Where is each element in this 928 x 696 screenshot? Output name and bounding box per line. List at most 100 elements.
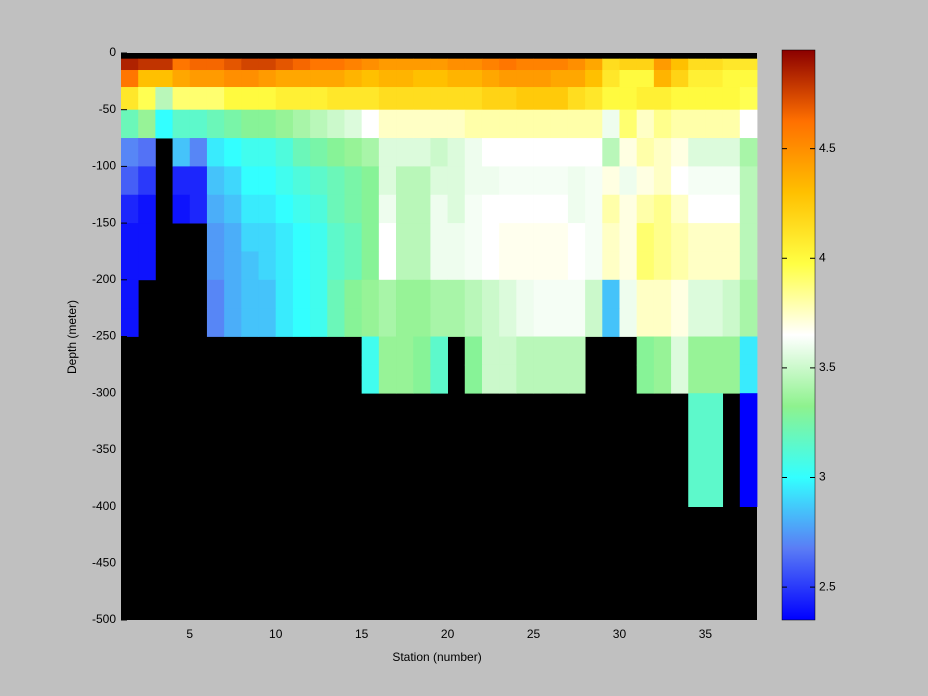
colorbar xyxy=(781,49,816,621)
heatmap-cell xyxy=(550,138,569,167)
heatmap-cell xyxy=(327,308,345,337)
heatmap-cell xyxy=(275,109,294,139)
y-tick-label: -300 xyxy=(92,385,116,399)
heatmap-cell xyxy=(241,194,259,224)
heatmap-cell xyxy=(292,58,311,71)
heatmap-cell xyxy=(619,138,638,167)
heatmap-cell xyxy=(567,109,586,139)
heatmap-cell xyxy=(138,109,156,139)
heatmap-cell xyxy=(619,70,638,88)
x-tick-label: 5 xyxy=(186,627,193,641)
heatmap-cell xyxy=(516,223,534,252)
heatmap-cell xyxy=(361,223,380,252)
heatmap-cell xyxy=(189,166,208,196)
heatmap-cell xyxy=(602,166,620,196)
heatmap-cell xyxy=(739,70,758,88)
heatmap-cell xyxy=(533,251,552,281)
heatmap-cell xyxy=(533,138,552,167)
heatmap-cell xyxy=(585,279,603,309)
heatmap-cell xyxy=(344,166,363,196)
heatmap-cell xyxy=(121,109,139,139)
heatmap-cell xyxy=(481,87,500,111)
heatmap-cell xyxy=(602,194,620,224)
heatmap-cell xyxy=(292,223,311,252)
heatmap-cell xyxy=(516,70,534,88)
heatmap-cell xyxy=(671,70,689,88)
heatmap-cell xyxy=(258,223,277,252)
heatmap-cell xyxy=(224,58,242,71)
heatmap-cell xyxy=(430,109,448,139)
heatmap-cell xyxy=(310,109,328,139)
heatmap-cell xyxy=(481,58,500,71)
heatmap-cell xyxy=(327,58,345,71)
heatmap-cell xyxy=(705,138,724,167)
heatmap-cell xyxy=(653,251,672,281)
heatmap-cell xyxy=(464,223,483,252)
heatmap-cell xyxy=(258,87,277,111)
heatmap-cell xyxy=(138,194,156,224)
heatmap-cell xyxy=(636,308,655,337)
heatmap-cell xyxy=(516,364,534,394)
heatmap-cell xyxy=(481,308,500,337)
heatmap-cell xyxy=(671,138,689,167)
heatmap-cell xyxy=(722,138,741,167)
heatmap-cell xyxy=(121,58,139,71)
heatmap-cell xyxy=(688,70,706,88)
heatmap-cell xyxy=(327,166,345,196)
heatmap-cell xyxy=(430,223,448,252)
heatmap-cell xyxy=(739,251,758,281)
heatmap-cell xyxy=(206,279,225,309)
heatmap-cell xyxy=(722,336,741,366)
heatmap-cell xyxy=(516,308,534,337)
y-tick-label: -100 xyxy=(92,159,116,173)
heatmap-cell xyxy=(258,58,277,71)
heatmap-cell xyxy=(344,308,363,337)
heatmap-cell xyxy=(275,308,294,337)
heatmap-cell xyxy=(653,364,672,394)
heatmap-cell xyxy=(361,308,380,337)
heatmap-cell xyxy=(121,223,139,252)
heatmap-cell xyxy=(121,70,139,88)
x-tick-label: 25 xyxy=(527,627,541,641)
heatmap-cell xyxy=(739,279,758,309)
heatmap-cell xyxy=(464,251,483,281)
heatmap-cell xyxy=(430,251,448,281)
heatmap-cell xyxy=(275,251,294,281)
heatmap-cell xyxy=(739,109,758,139)
heatmap-cell xyxy=(550,279,569,309)
heatmap-cell xyxy=(447,251,466,281)
heatmap-cell xyxy=(671,194,689,224)
heatmap-cell xyxy=(722,223,741,252)
heatmap-cell xyxy=(396,166,414,196)
heatmap-cell xyxy=(671,58,689,71)
heatmap-cell xyxy=(516,109,534,139)
heatmap-cell xyxy=(378,279,397,309)
heatmap-cell xyxy=(396,109,414,139)
heatmap-cell xyxy=(413,279,431,309)
heatmap-cell xyxy=(705,393,724,507)
heatmap-cell xyxy=(585,138,603,167)
heatmap-cell xyxy=(705,87,724,111)
y-tick-label: -150 xyxy=(92,215,116,229)
heatmap-cell xyxy=(688,87,706,111)
heatmap-cell xyxy=(447,87,466,111)
heatmap-cell xyxy=(258,166,277,196)
heatmap-cell xyxy=(378,223,397,252)
heatmap-cell xyxy=(739,166,758,196)
heatmap-cell xyxy=(396,364,414,394)
heatmap-cell xyxy=(258,308,277,337)
heatmap-cell xyxy=(481,223,500,252)
heatmap-cell xyxy=(688,393,706,507)
heatmap-cell xyxy=(739,223,758,252)
heatmap-cell xyxy=(619,166,638,196)
heatmap-cell xyxy=(430,364,448,394)
heatmap-cell xyxy=(705,308,724,337)
heatmap-cell xyxy=(653,70,672,88)
heatmap-cell xyxy=(533,364,552,394)
heatmap-cell xyxy=(344,223,363,252)
heatmap-cell xyxy=(550,336,569,366)
heatmap-cell xyxy=(567,70,586,88)
heatmap-cell xyxy=(121,308,139,337)
heatmap-cell xyxy=(653,194,672,224)
heatmap-cell xyxy=(739,138,758,167)
